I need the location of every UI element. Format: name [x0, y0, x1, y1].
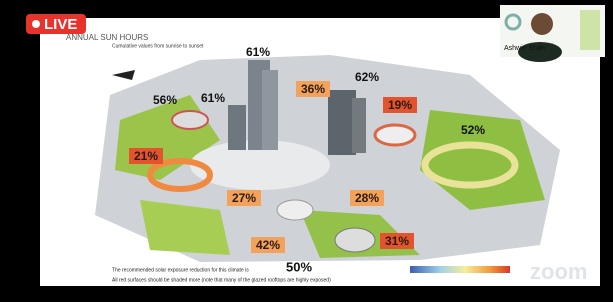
zoom-watermark: zoom — [530, 259, 587, 284]
percent-label: 28% — [355, 191, 379, 205]
percent-label: 56% — [153, 93, 177, 107]
percent-label: 36% — [301, 82, 325, 96]
percent-label: 61% — [201, 91, 225, 105]
slide-subtitle: Cumulative values from sunrise to sunset — [112, 43, 204, 49]
live-text: LIVE — [44, 16, 77, 33]
page: LIVE ANNUAL SUN HOURS Cumulative values … — [0, 0, 613, 302]
footer-line: All red surfaces should be shaded more (… — [112, 277, 331, 283]
percent-label: 31% — [385, 234, 409, 248]
footer-line: The recommended solar exposure reduction… — [112, 267, 249, 273]
person-head — [531, 13, 553, 35]
slide-title: ANNUAL SUN HOURS — [66, 33, 148, 42]
screen: LIVE ANNUAL SUN HOURS Cumulative values … — [0, 0, 613, 302]
video-tile[interactable]: Ashwin Shah — [500, 5, 605, 62]
color-scale — [410, 266, 510, 273]
percent-label: 21% — [134, 149, 158, 163]
percent-label: 61% — [246, 45, 270, 59]
percent-label: 19% — [388, 98, 412, 112]
percent-label: 27% — [232, 191, 256, 205]
live-dot — [32, 20, 40, 28]
footer-value: 50% — [286, 259, 312, 274]
percent-label: 62% — [355, 70, 379, 84]
percent-label: 42% — [256, 238, 280, 252]
percent-label: 52% — [461, 123, 485, 137]
banner — [580, 10, 600, 50]
participant-name: Ashwin Shah — [504, 45, 545, 52]
